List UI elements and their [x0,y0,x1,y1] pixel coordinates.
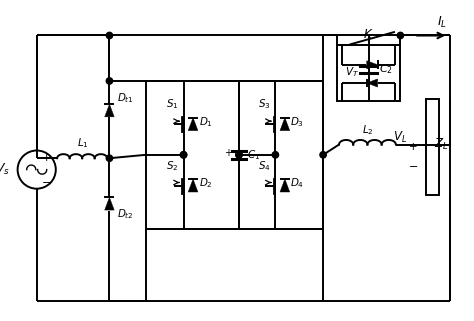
Text: $S_1$: $S_1$ [166,98,179,111]
Text: $L_1$: $L_1$ [77,137,89,151]
Text: $D_2$: $D_2$ [200,176,213,190]
Text: $+$: $+$ [225,147,234,158]
Text: $S_2$: $S_2$ [166,159,179,173]
Circle shape [106,78,113,84]
Circle shape [106,32,113,39]
Polygon shape [367,61,378,69]
Text: $I_L$: $I_L$ [437,15,447,30]
Text: $L_2$: $L_2$ [362,123,373,137]
Text: $D_{t1}$: $D_{t1}$ [117,91,134,105]
Polygon shape [188,179,198,192]
Bar [337,45,401,101]
Text: $Z_L$: $Z_L$ [434,137,448,152]
Text: $C_2$: $C_2$ [379,63,392,76]
Text: $V_s$: $V_s$ [0,162,9,177]
Text: $+$: $+$ [408,141,418,152]
Text: $S_3$: $S_3$ [258,98,271,111]
Circle shape [236,152,242,158]
Text: $C_1$: $C_1$ [247,148,260,162]
Polygon shape [105,197,114,210]
Circle shape [320,152,326,158]
Text: $D_{t2}$: $D_{t2}$ [117,207,134,221]
Circle shape [397,32,403,39]
Polygon shape [188,117,198,131]
Text: $D_3$: $D_3$ [291,115,304,129]
Text: $-$: $-$ [41,177,51,187]
Polygon shape [280,117,290,131]
Polygon shape [280,179,290,192]
Polygon shape [105,104,114,117]
Text: $V_T$: $V_T$ [345,65,359,79]
Text: $-$: $-$ [408,160,418,170]
Text: $V_L$: $V_L$ [393,130,407,145]
Text: $+$: $+$ [41,152,51,163]
Circle shape [106,155,113,161]
Circle shape [236,152,242,158]
Circle shape [181,152,187,158]
Circle shape [181,152,187,158]
Polygon shape [367,79,378,87]
Circle shape [272,152,279,158]
Text: $K$: $K$ [364,28,374,41]
Bar [239,81,323,229]
Text: $D_1$: $D_1$ [200,115,213,129]
Bar [426,99,438,195]
Text: $S_4$: $S_4$ [258,159,271,173]
Text: $D_4$: $D_4$ [291,176,305,190]
Bar [146,81,239,229]
